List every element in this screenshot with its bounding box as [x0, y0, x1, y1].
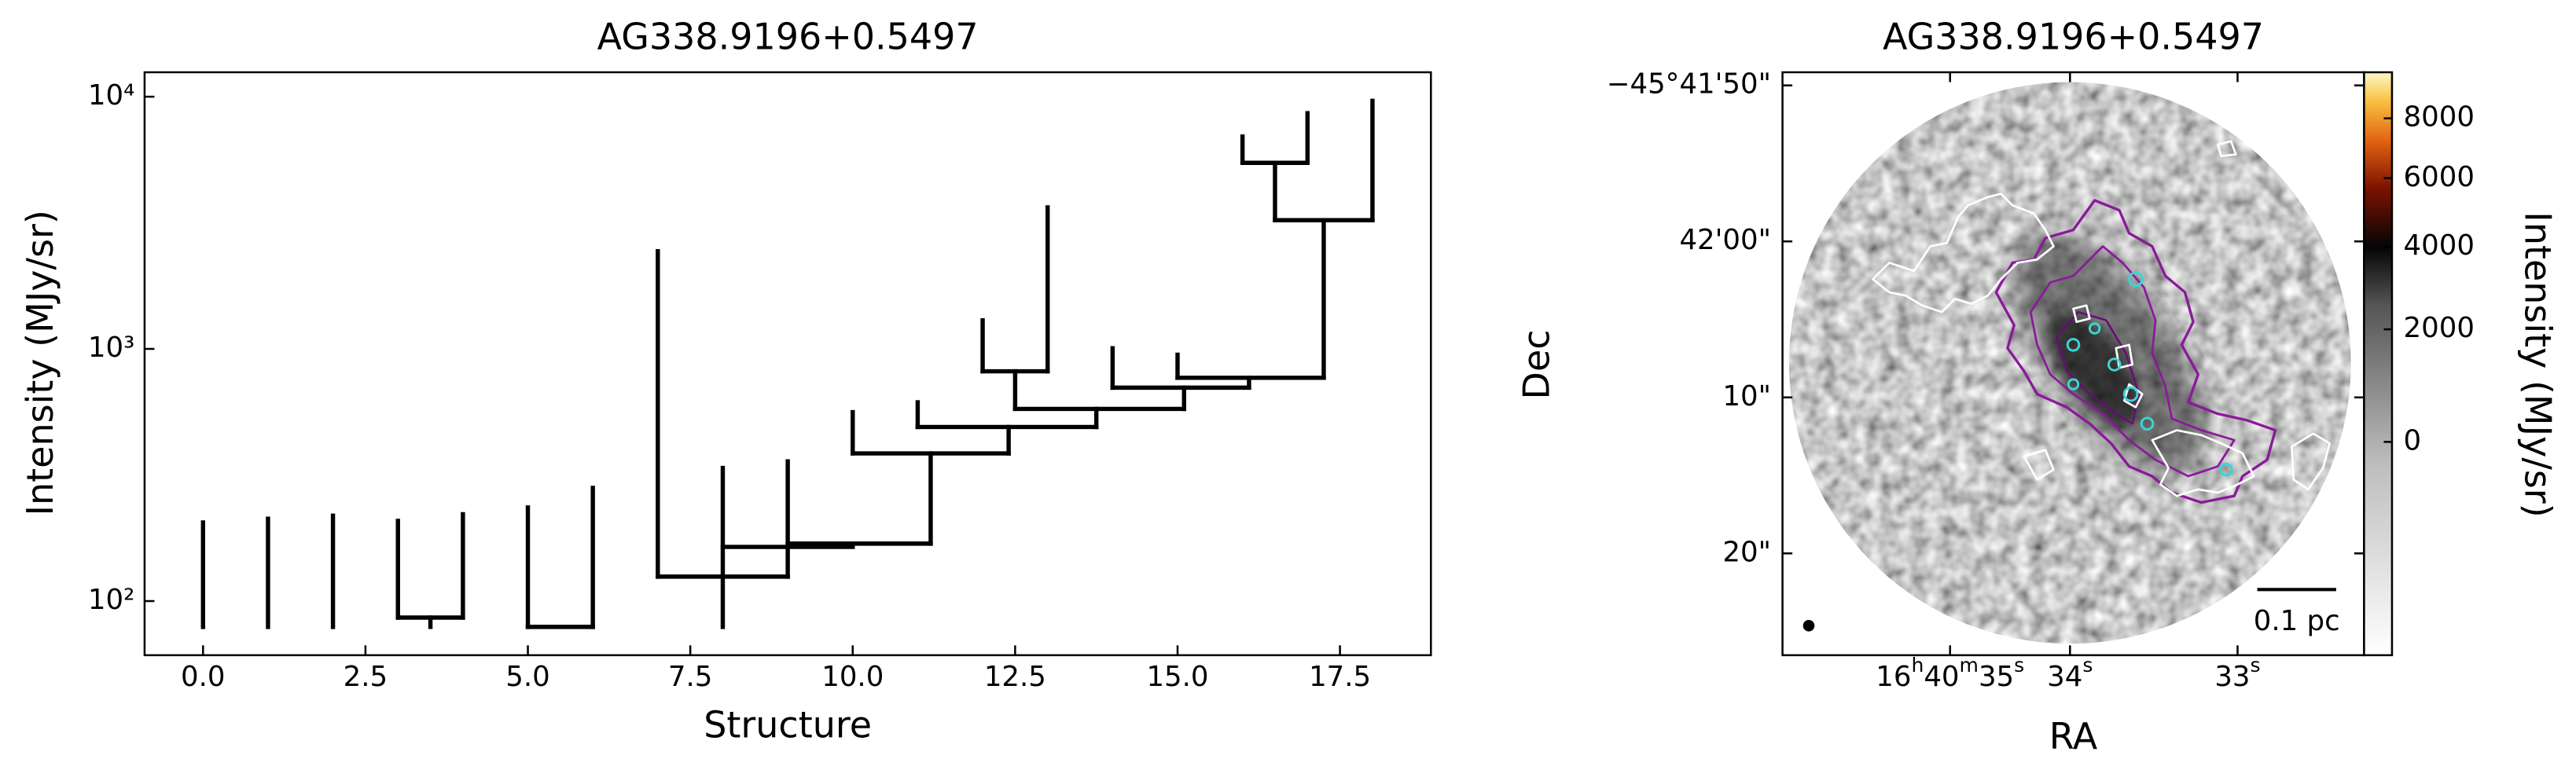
y-tick-label: 42'00"	[1679, 224, 1770, 256]
intensity-map	[1788, 82, 2351, 644]
x-axis-label: RA	[2049, 715, 2098, 757]
core-region	[2049, 313, 2140, 427]
x-tick-label: 15.0	[1146, 661, 1208, 693]
contour-white-left	[1872, 192, 2055, 314]
tick-part: m	[1960, 654, 1979, 677]
tick-part: s	[2014, 654, 2024, 677]
y-tick-label: −45°41'50"	[1607, 68, 1771, 101]
tick-part: s	[2251, 654, 2261, 677]
colorbar-tick-label: 0	[2404, 424, 2422, 456]
chart-title: AG338.9196+0.5497	[597, 16, 979, 58]
colorbar-tick-label: 2000	[2404, 312, 2475, 344]
x-tick-label: 5.0	[505, 661, 549, 693]
chart-title: AG338.9196+0.5497	[1883, 16, 2264, 58]
contour-inner	[2029, 245, 2236, 478]
contours	[1872, 140, 2331, 504]
tick-part: h	[1911, 654, 1924, 677]
dendrogram-panel: AG338.9196+0.5497 Structure Intensity (M…	[19, 16, 1432, 746]
x-tick-label: 33s	[2214, 654, 2260, 694]
tick-part: s	[2082, 654, 2093, 677]
beam	[1802, 619, 1815, 632]
x-tick-label: 2.5	[344, 661, 388, 693]
x-axis-label: Structure	[704, 703, 872, 746]
contour-white-small	[2023, 140, 2331, 491]
tick-part: 16	[1876, 661, 1911, 693]
colorbar-tick-label: 6000	[2404, 161, 2475, 193]
x-tick-label: 7.5	[668, 661, 712, 693]
y-axis-label: Dec	[1516, 330, 1558, 400]
y-tick-label: 10³	[88, 332, 134, 364]
contour-white-right	[2151, 429, 2255, 497]
scalebar-label: 0.1 pc	[2254, 605, 2340, 637]
tick-part: 33	[2214, 661, 2250, 693]
x-tick-label: 0.0	[181, 661, 225, 693]
axes-frame	[143, 71, 1432, 657]
colorbar-tick-label: 8000	[2404, 101, 2475, 134]
y-tick-label: 10²	[88, 584, 134, 616]
y-tick-label: 10⁴	[88, 79, 134, 112]
x-tick-label: 16h40m35s	[1876, 654, 2024, 694]
cores	[2066, 271, 2233, 477]
tick-part: 40	[1924, 661, 1959, 693]
image-panel: 0.1 pc AG338.9196+0.5497 RA Dec Intensit…	[1516, 16, 2559, 757]
contour-outer	[1994, 199, 2277, 504]
x-tick-label: 17.5	[1309, 661, 1371, 693]
y-axis-label: Intensity (MJy/sr)	[19, 210, 61, 515]
x-tick-label: 12.5	[984, 661, 1046, 693]
x-tick-label: 10.0	[821, 661, 884, 693]
colorbar-label: Intensity (MJy/sr)	[2516, 211, 2559, 517]
x-tick-label: 34s	[2047, 654, 2093, 694]
tick-part: 35	[1979, 661, 2014, 693]
y-tick-label: 10"	[1722, 380, 1771, 412]
colorbar	[2363, 71, 2394, 657]
tick-part: 34	[2047, 661, 2082, 693]
y-tick-label: 20"	[1722, 536, 1771, 568]
colorbar-tick-label: 4000	[2404, 229, 2475, 262]
